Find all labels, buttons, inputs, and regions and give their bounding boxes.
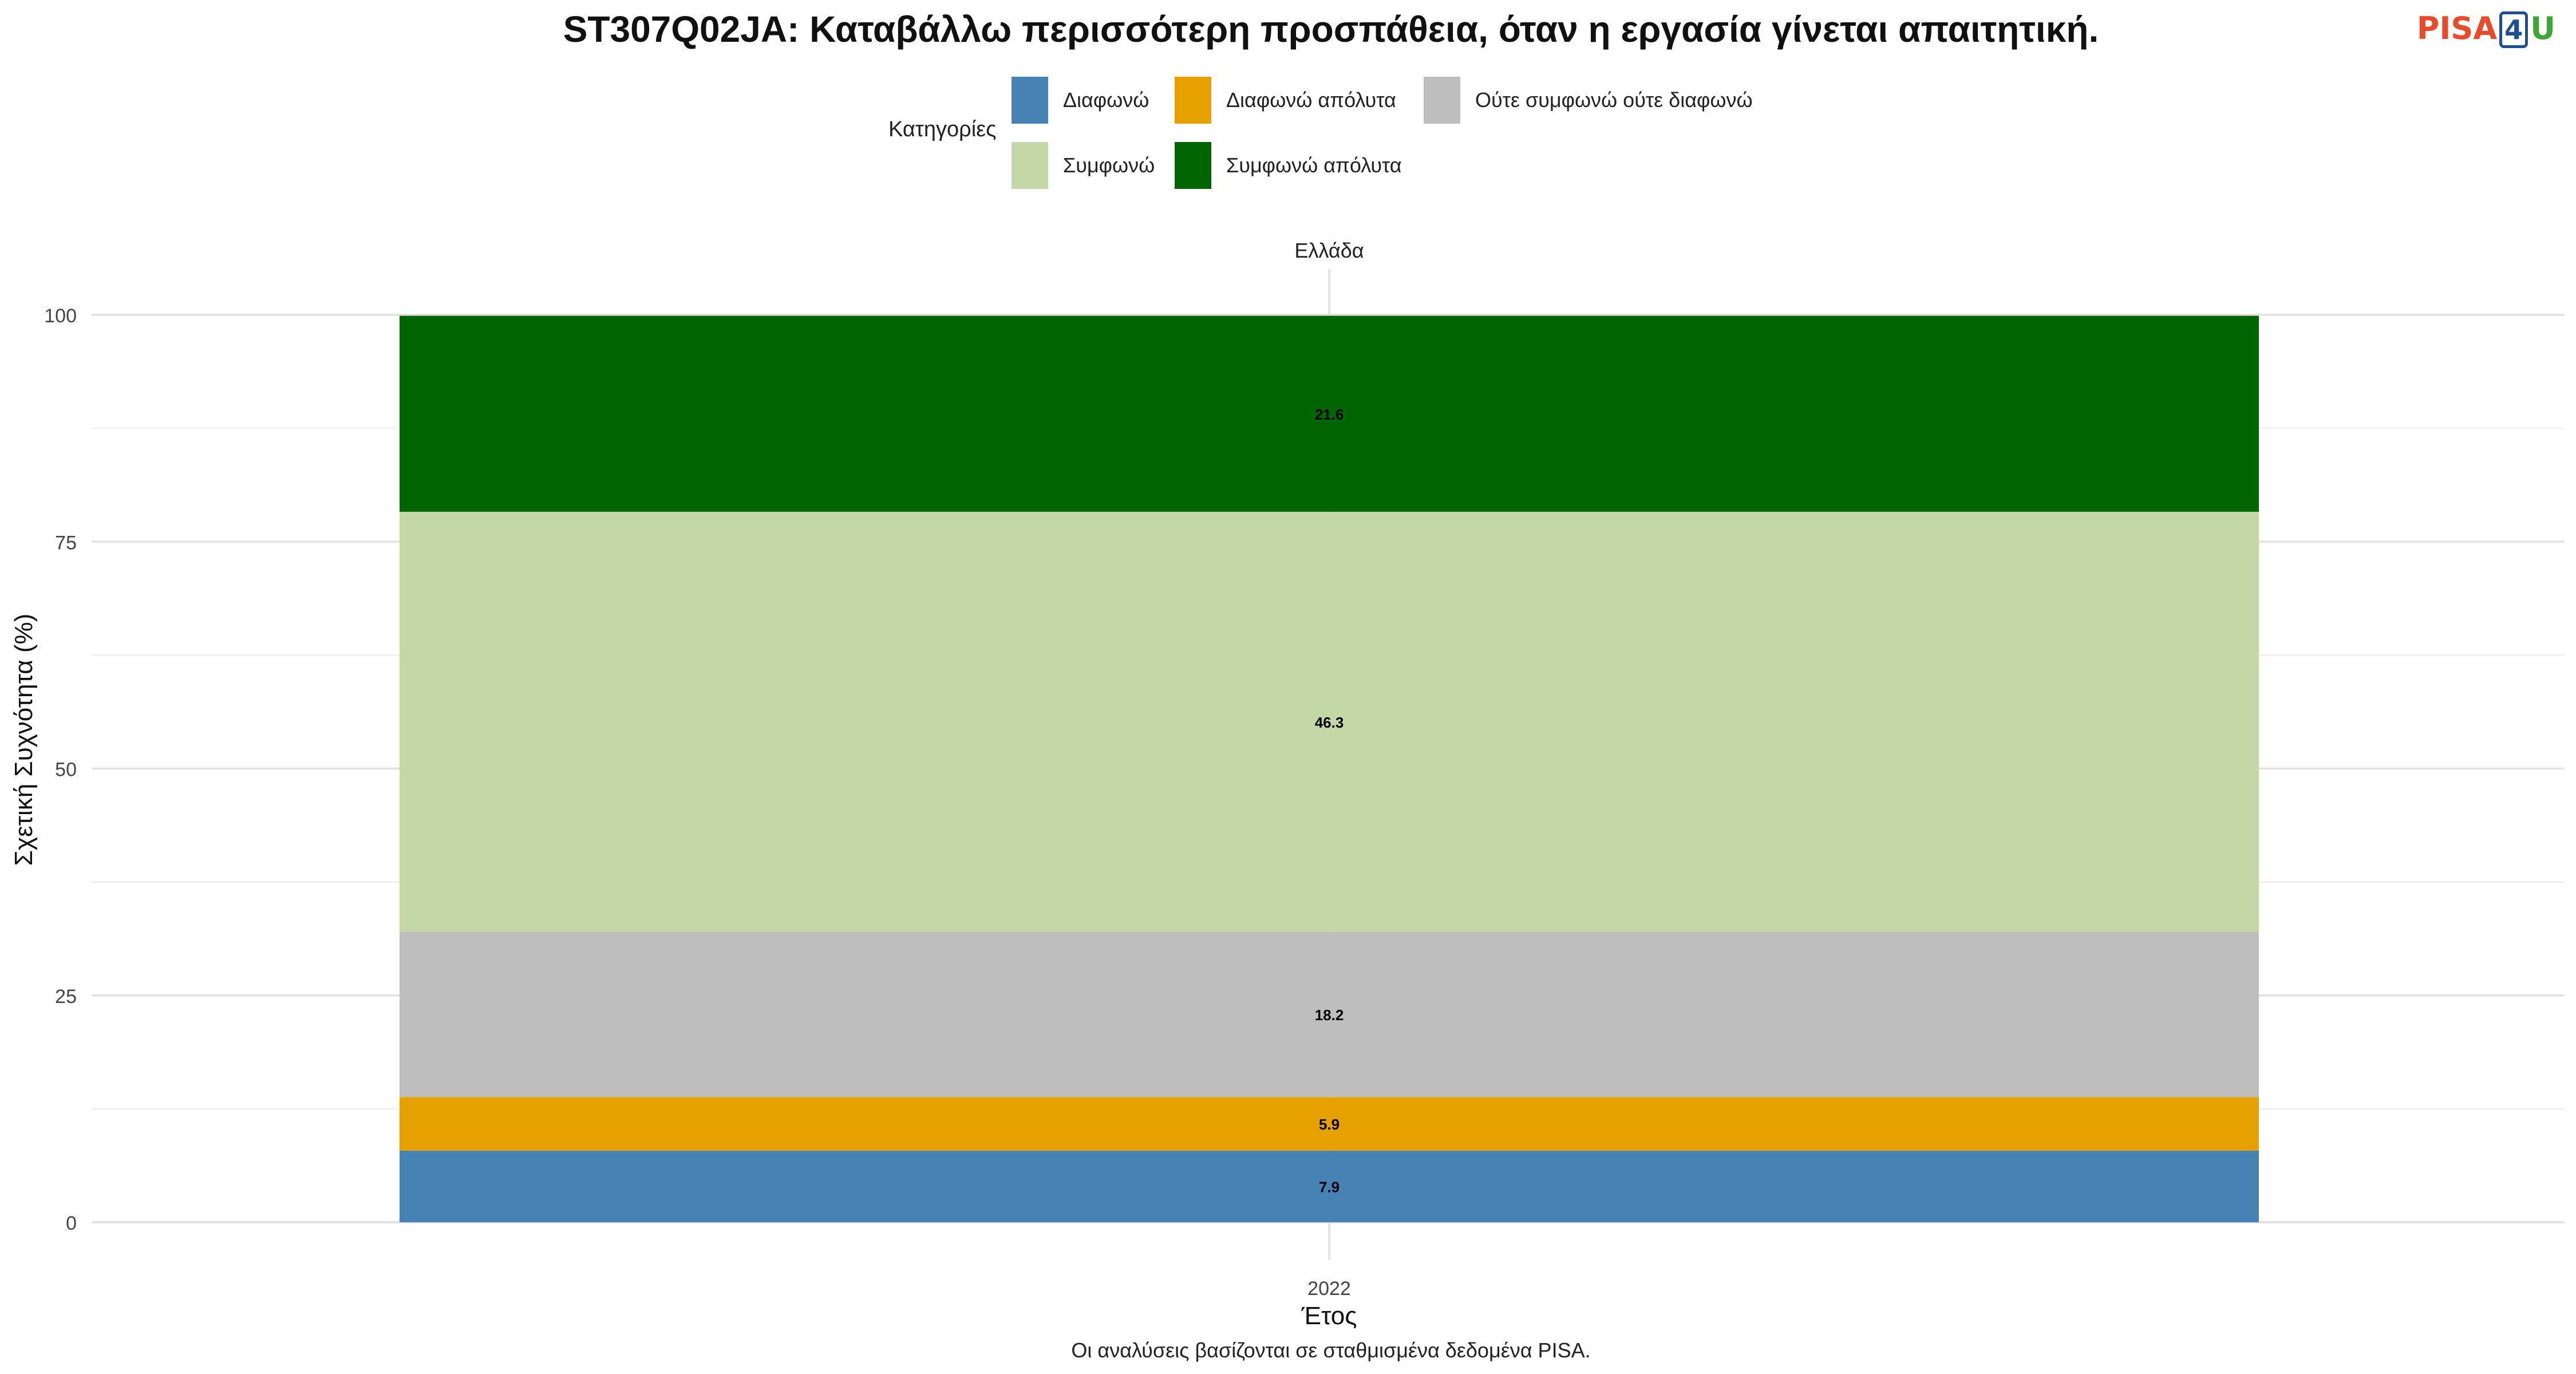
legend-swatch: [1424, 77, 1460, 124]
legend-swatch: [1012, 77, 1048, 124]
y-tick-label: 50: [55, 759, 77, 781]
legend-item-neutral: Ούτε συμφωνώ ούτε διαφωνώ: [1424, 77, 1753, 124]
legend-swatch: [1012, 142, 1048, 189]
bar-value-label: 21.6: [1315, 406, 1344, 423]
legend-label: Ούτε συμφωνώ ούτε διαφωνώ: [1475, 88, 1753, 112]
bar-segment: [400, 931, 2259, 1097]
logo-part-4: 4: [2499, 11, 2528, 48]
x-axis-title: Έτος: [1301, 1302, 1357, 1330]
bar-value-label: 7.9: [1319, 1178, 1340, 1195]
bar-segment: [400, 1097, 2259, 1151]
chart-title: ST307Q02JA: Καταβάλλω περισσότερη προσπά…: [563, 9, 2099, 50]
logo-part-pisa: PISA: [2416, 10, 2498, 46]
logo-part-u: U: [2530, 10, 2555, 46]
legend-item-agree: Συμφωνώ: [1012, 142, 1155, 189]
y-tick-label: 0: [66, 1213, 77, 1234]
bar-value-label: 18.2: [1315, 1006, 1344, 1024]
legend-label: Συμφωνώ απόλυτα: [1226, 153, 1402, 177]
legend-label: Διαφωνώ απόλυτα: [1226, 88, 1396, 112]
pisa4u-logo: PISA 4 U: [2416, 10, 2555, 48]
legend-title: Κατηγορίες: [888, 117, 997, 141]
legend-item-strongly-disagree: Διαφωνώ απόλυτα: [1175, 77, 1396, 124]
legend-swatch: [1175, 142, 1211, 189]
bar-value-label: 5.9: [1319, 1116, 1340, 1133]
bar-segment: [400, 1150, 2259, 1222]
bar-segment: [400, 511, 2259, 932]
legend-swatch: [1175, 77, 1211, 124]
y-tick-label: 75: [55, 532, 77, 554]
bar-stack: [400, 315, 2259, 1222]
x-tick-label: 2022: [1307, 1278, 1351, 1300]
y-tick-label: 25: [55, 986, 77, 1008]
legend-item-strongly-agree: Συμφωνώ απόλυτα: [1175, 142, 1402, 189]
legend-label: Συμφωνώ: [1063, 153, 1155, 177]
bar-segment: [400, 315, 2259, 512]
data-labels: 7.9 5.9 18.2 46.3 21.6: [1315, 406, 1344, 1196]
legend-item-disagree: Διαφωνώ: [1012, 77, 1149, 124]
legend-label: Διαφωνώ: [1063, 88, 1149, 112]
footer-caption: Οι αναλύσεις βασίζονται σε σταθμισμένα δ…: [1071, 1339, 1591, 1362]
axes: 0 25 50 75 100 2022: [44, 305, 1351, 1300]
y-tick-label: 100: [44, 305, 77, 327]
facet-label: Ελλάδα: [1294, 239, 1364, 262]
bar-value-label: 46.3: [1315, 714, 1344, 731]
y-axis-title: Σχετική Συχνότητα (%): [10, 614, 38, 866]
